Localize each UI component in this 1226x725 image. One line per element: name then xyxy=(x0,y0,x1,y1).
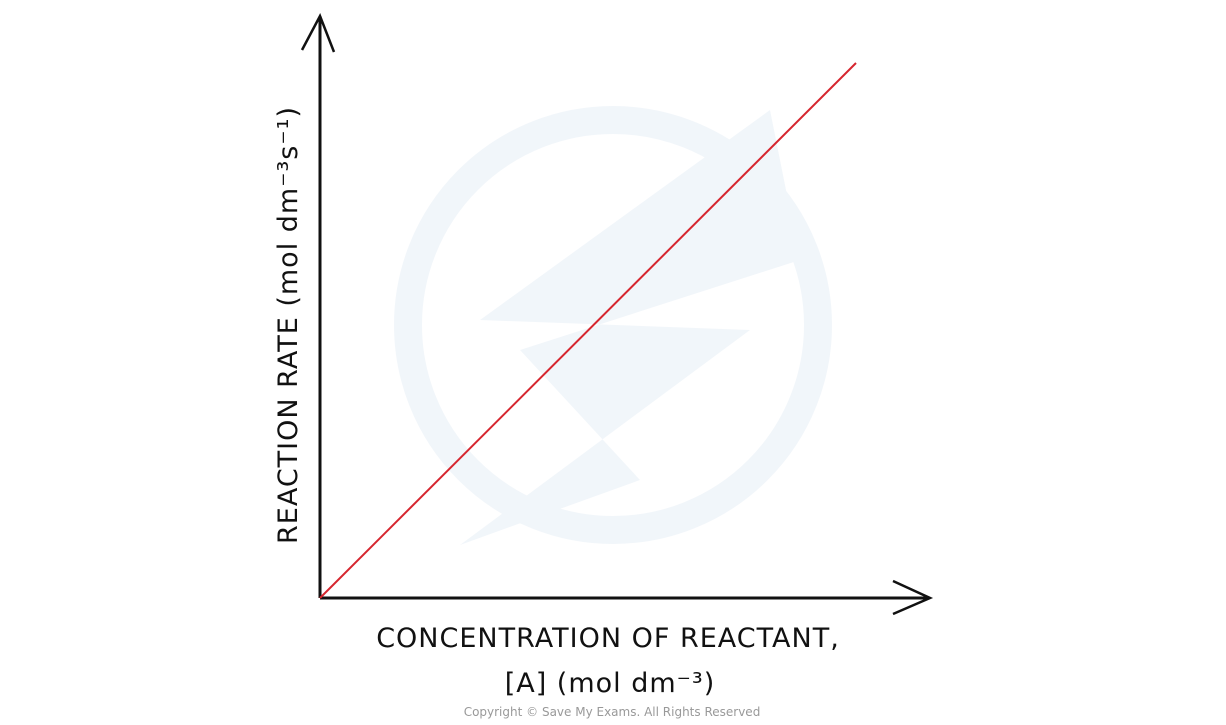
rate-line xyxy=(319,62,857,599)
watermark xyxy=(394,106,832,545)
y-arrowhead xyxy=(300,12,336,53)
x-axis-label: CONCENTRATION OF REACTANT, xyxy=(376,623,840,654)
x-axis-label-units: [A] (mol dm⁻³) xyxy=(505,668,716,699)
copyright: Copyright © Save My Exams. All Rights Re… xyxy=(464,705,761,719)
y-axis-label: REACTION RATE (mol dm⁻³s⁻¹) xyxy=(273,106,304,544)
x-arrowhead xyxy=(892,579,934,616)
